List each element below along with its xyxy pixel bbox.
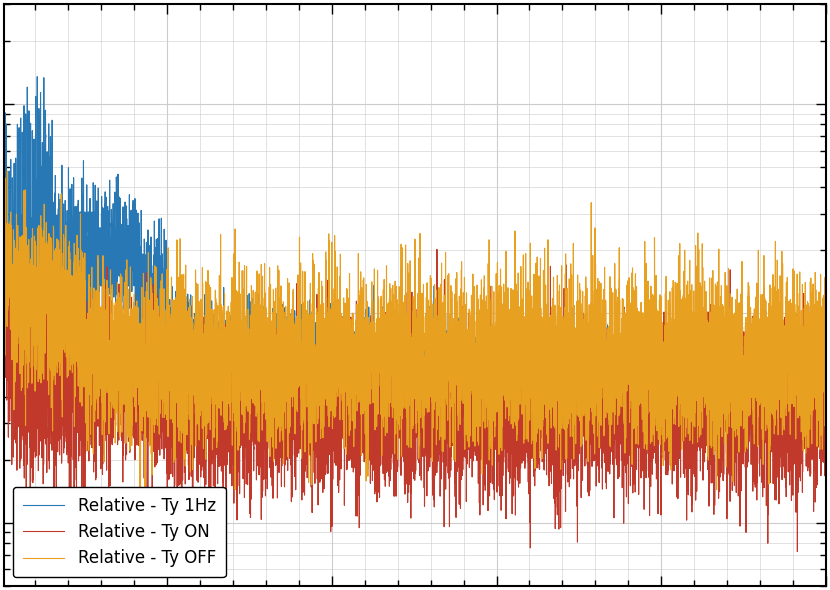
Relative - Ty ON bbox=[41, 418, 51, 425]
Relative - Ty OFF bbox=[135, 496, 145, 503]
Relative - Ty OFF bbox=[297, 339, 307, 346]
Relative - Ty OFF bbox=[608, 331, 618, 338]
Relative - Ty OFF bbox=[41, 277, 51, 284]
Relative - Ty 1Hz bbox=[521, 372, 531, 379]
Line: Relative - Ty 1Hz: Relative - Ty 1Hz bbox=[4, 77, 826, 460]
Relative - Ty OFF bbox=[521, 326, 531, 333]
Relative - Ty ON bbox=[608, 413, 618, 420]
Relative - Ty ON bbox=[821, 433, 830, 440]
Legend: Relative - Ty 1Hz, Relative - Ty ON, Relative - Ty OFF: Relative - Ty 1Hz, Relative - Ty ON, Rel… bbox=[12, 487, 226, 578]
Relative - Ty 1Hz bbox=[738, 457, 748, 464]
Relative - Ty 1Hz bbox=[41, 134, 51, 141]
Relative - Ty ON bbox=[432, 246, 442, 253]
Relative - Ty OFF bbox=[821, 359, 830, 366]
Line: Relative - Ty OFF: Relative - Ty OFF bbox=[4, 171, 826, 499]
Relative - Ty 1Hz bbox=[32, 73, 42, 80]
Relative - Ty OFF bbox=[652, 373, 662, 381]
Relative - Ty 1Hz bbox=[486, 384, 496, 391]
Relative - Ty 1Hz bbox=[0, 76, 9, 83]
Relative - Ty 1Hz bbox=[821, 367, 830, 374]
Relative - Ty ON bbox=[172, 550, 182, 557]
Relative - Ty OFF bbox=[0, 255, 9, 262]
Relative - Ty ON bbox=[652, 409, 662, 416]
Relative - Ty OFF bbox=[486, 362, 496, 369]
Relative - Ty ON bbox=[486, 412, 496, 419]
Relative - Ty 1Hz bbox=[297, 342, 307, 349]
Relative - Ty ON bbox=[521, 421, 531, 428]
Relative - Ty ON bbox=[0, 378, 9, 385]
Relative - Ty OFF bbox=[2, 168, 12, 175]
Relative - Ty 1Hz bbox=[652, 373, 662, 380]
Relative - Ty 1Hz bbox=[608, 379, 618, 386]
Relative - Ty ON bbox=[297, 385, 307, 392]
Line: Relative - Ty ON: Relative - Ty ON bbox=[4, 250, 826, 553]
